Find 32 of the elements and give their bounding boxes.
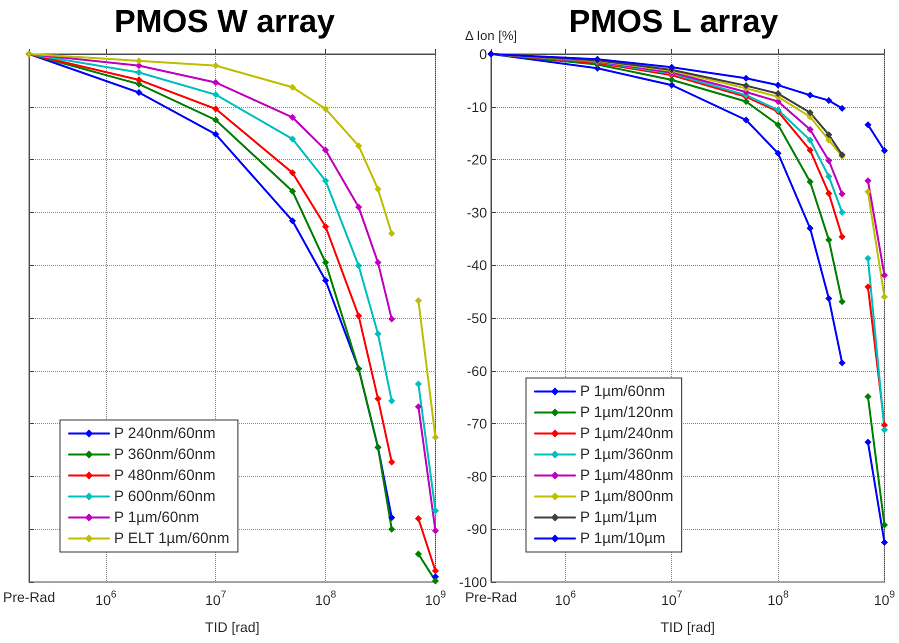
y-tick-label: -100 [458,574,488,590]
legend-label: P 1µm/800nm [580,488,674,505]
y-tick-label: -40 [466,257,488,274]
x-tick-label: Pre-Rad [2,589,56,605]
y-tick-label: -50 [466,310,488,326]
legend-label: P ELT 1µm/60nm [114,530,230,547]
legend-label: P 1µm/1µm [580,509,658,526]
x-axis-title: TID [rad] [660,619,715,635]
legend-label: P 360nm/60nm [114,446,216,463]
legend-label: P 1µm/360nm [580,446,674,463]
y-tick-label: -60 [466,362,488,379]
y-tick-label: -20 [466,152,488,168]
legend-label: P 1µm/10µm [580,530,666,547]
y-tick-label: -10 [466,98,488,115]
y-tick-label: 0 [479,46,488,62]
legend-label: P 1µm/240nm [580,425,674,442]
y-tick-label: -90 [466,521,488,538]
legend-label: P 1µm/60nm [580,383,666,400]
legend-label: P 600nm/60nm [114,488,216,505]
x-tick-label: Pre-Rad [464,589,518,605]
y-tick-label: -30 [466,204,488,220]
legend-label: P 1µm/60nm [114,509,200,526]
chart-title: PMOS L array [568,3,778,39]
y-axis-title: Δ Ion [%] [464,28,518,43]
legend-label: P 1µm/120nm [580,404,674,421]
y-tick-label: -70 [466,416,488,432]
chart-title: PMOS W array [114,3,335,39]
legend-label: P 240nm/60nm [114,425,216,442]
legend-label: P 1µm/480nm [580,467,674,484]
x-axis-title: TID [rad] [205,619,260,635]
legend-label: P 480nm/60nm [114,467,216,484]
y-tick-label: -80 [466,468,488,484]
